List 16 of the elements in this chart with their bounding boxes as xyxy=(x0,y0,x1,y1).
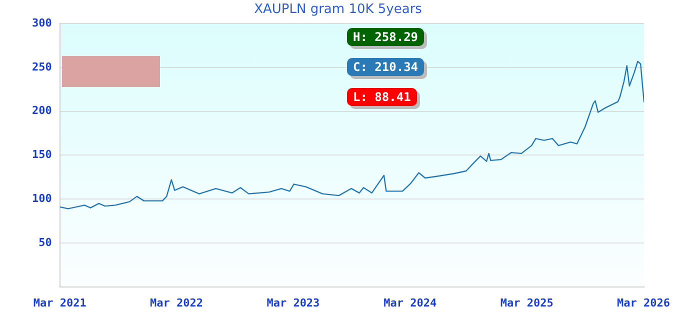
x-tick-label: Mar 2026 xyxy=(616,296,670,310)
x-tick-label: Mar 2023 xyxy=(266,296,320,310)
x-tick-label: Mar 2024 xyxy=(384,296,438,310)
annotation: H: 258.29 xyxy=(347,28,424,46)
y-tick-label: 150 xyxy=(32,148,52,162)
y-tick-label: 100 xyxy=(32,192,52,205)
x-tick-label: Mar 2022 xyxy=(150,296,204,310)
y-tick-label: 250 xyxy=(32,60,52,74)
y-tick-label: 300 xyxy=(32,16,52,30)
y-tick-label: 50 xyxy=(38,236,52,249)
x-tick-label: Mar 2021 xyxy=(33,296,87,310)
chart-title: XAUPLN gram 10K 5years xyxy=(254,2,422,18)
annotation: C: 210.34 xyxy=(347,58,424,76)
annotation: L: 88.41 xyxy=(347,88,417,106)
y-tick-label: 200 xyxy=(32,104,52,118)
x-tick-label: Mar 2025 xyxy=(500,296,554,310)
